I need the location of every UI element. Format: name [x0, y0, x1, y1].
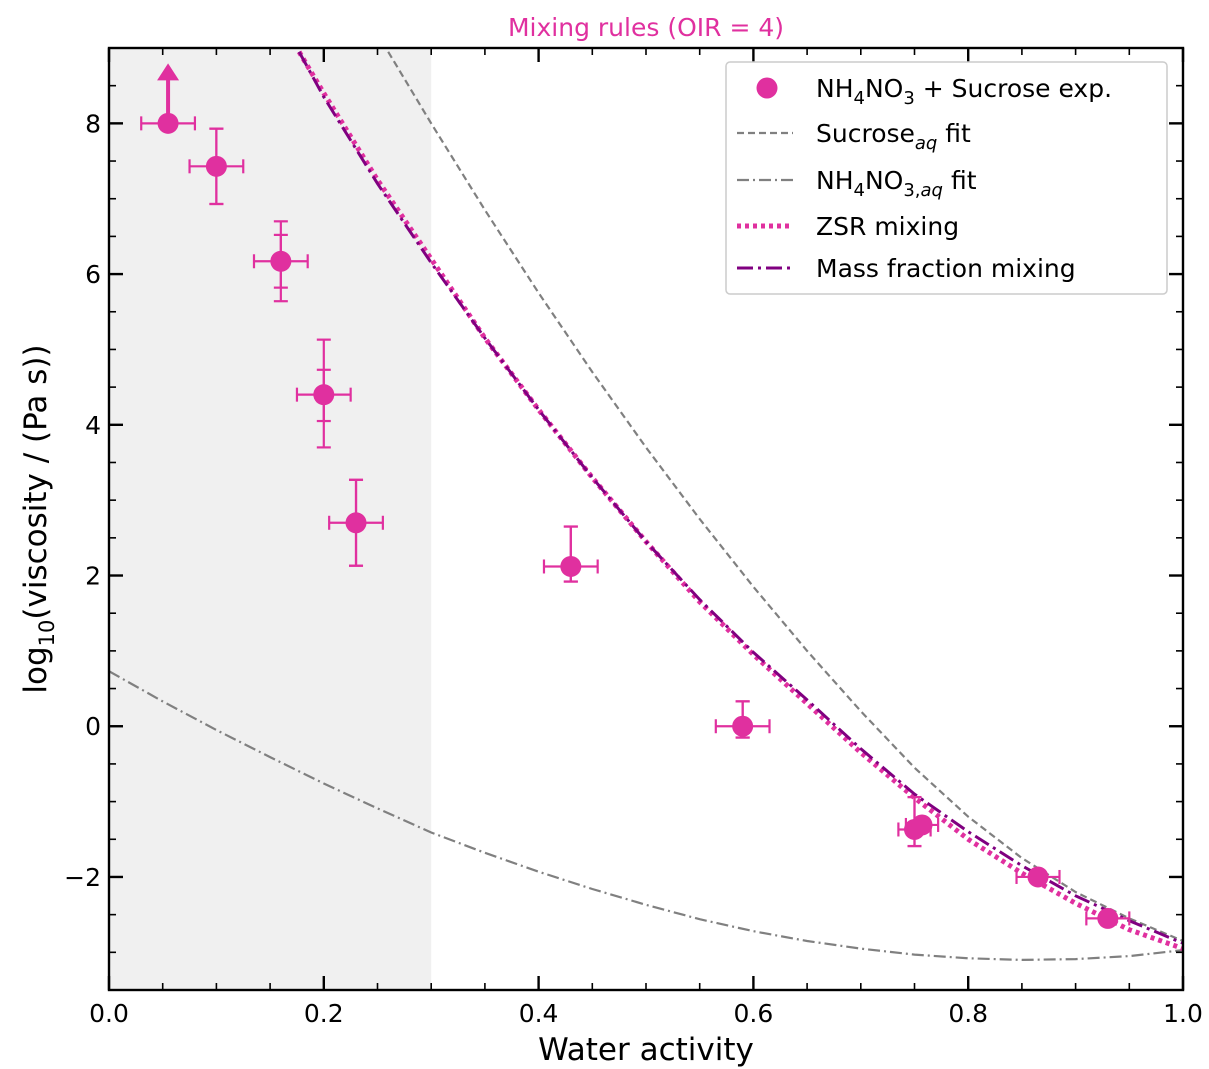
curve-sucrose-fit [387, 51, 1183, 943]
x-tick-label: 0.6 [734, 999, 774, 1028]
legend-label-part: NO [865, 74, 903, 103]
experiment-point [140, 63, 197, 134]
x-tick-label: 1.0 [1163, 999, 1203, 1028]
x-tick-label: 0.8 [948, 999, 988, 1028]
x-tick-labels: 0.0 0.2 0.4 0.6 0.8 1.0 [89, 999, 1203, 1028]
curve-nh4no3-fit [109, 670, 1183, 962]
experiment-point [1015, 866, 1061, 888]
plot-area: 0.0 0.2 0.4 0.6 0.8 1.0 −2 0 2 4 6 8 [64, 46, 1203, 1028]
legend-label-part: aq [915, 133, 937, 154]
y-tick-label: 8 [85, 109, 101, 138]
y-tick-label: 4 [85, 411, 101, 440]
legend-marker [756, 77, 778, 99]
legend-entry: NH4NO3,aq fit [737, 166, 977, 201]
y-axis-label: log10(viscosity / (Pa s)) [18, 344, 59, 693]
data-marker [1027, 866, 1049, 888]
experiment-point [542, 525, 599, 583]
legend-label-part: 4 [854, 88, 865, 109]
experiment-point [714, 700, 771, 739]
legend-label: NH4NO3 + Sucrose exp. [816, 74, 1112, 109]
legend-label-part: NO [865, 166, 903, 195]
legend-label-part: aq [921, 180, 943, 201]
legend-label: Sucroseaq fit [816, 119, 971, 154]
data-marker [1097, 907, 1119, 929]
legend-label: NH4NO3,aq fit [816, 166, 977, 201]
data-marker [205, 155, 227, 177]
legend-label-part: + Sucrose exp. [915, 74, 1112, 103]
legend-label-part: 3, [903, 180, 920, 201]
x-tick-label: 0.0 [89, 999, 129, 1028]
legend-label: ZSR mixing [816, 212, 959, 241]
data-marker [345, 512, 367, 534]
experiment-points [140, 63, 1131, 929]
legend-label-part: NH [816, 166, 854, 195]
data-marker [911, 814, 933, 836]
experiment-point [1085, 907, 1131, 929]
legend-entry: Sucroseaq fit [737, 119, 971, 154]
x-tick-label: 0.2 [304, 999, 344, 1028]
data-marker [732, 715, 754, 737]
legend-label: Mass fraction mixing [816, 254, 1076, 283]
x-tick-label: 0.4 [519, 999, 559, 1028]
y-tick-label: 6 [85, 260, 101, 289]
experiment-point [904, 814, 940, 836]
experiment-point [188, 127, 245, 206]
legend: NH4NO3 + Sucrose exp.Sucroseaq fitNH4NO3… [725, 61, 1168, 295]
legend-frame [725, 61, 1168, 295]
data-marker [270, 250, 292, 272]
experiment-point [295, 338, 352, 449]
experiment-point [252, 220, 309, 303]
axis-ticks [107, 47, 1185, 991]
lower-limit-arrow-head [157, 63, 180, 81]
x-axis-label: Water activity [538, 1032, 754, 1068]
legend-label-part: Sucrose [816, 119, 915, 148]
legend-label-part: ZSR mixing [816, 212, 959, 241]
legend-label-part: 3 [903, 88, 914, 109]
legend-label-part: fit [943, 166, 977, 195]
y-tick-label: −2 [64, 863, 101, 892]
y-tick-label: 0 [85, 712, 101, 741]
legend-entry: Mass fraction mixing [737, 254, 1076, 283]
data-marker [313, 384, 335, 406]
shaded-region [109, 48, 432, 990]
legend-entry: NH4NO3 + Sucrose exp. [756, 74, 1112, 109]
legend-label-part: Mass fraction mixing [816, 254, 1076, 283]
legend-label-part: 4 [854, 180, 865, 201]
data-marker [157, 112, 179, 134]
data-marker [560, 555, 582, 577]
y-tick-label: 2 [85, 562, 101, 591]
experiment-point [328, 478, 384, 567]
legend-entry: ZSR mixing [737, 212, 959, 241]
chart-title: Mixing rules (OIR = 4) [508, 13, 784, 42]
y-tick-labels: −2 0 2 4 6 8 [64, 109, 101, 892]
legend-label-part: NH [816, 74, 854, 103]
legend-label-part: fit [937, 119, 971, 148]
